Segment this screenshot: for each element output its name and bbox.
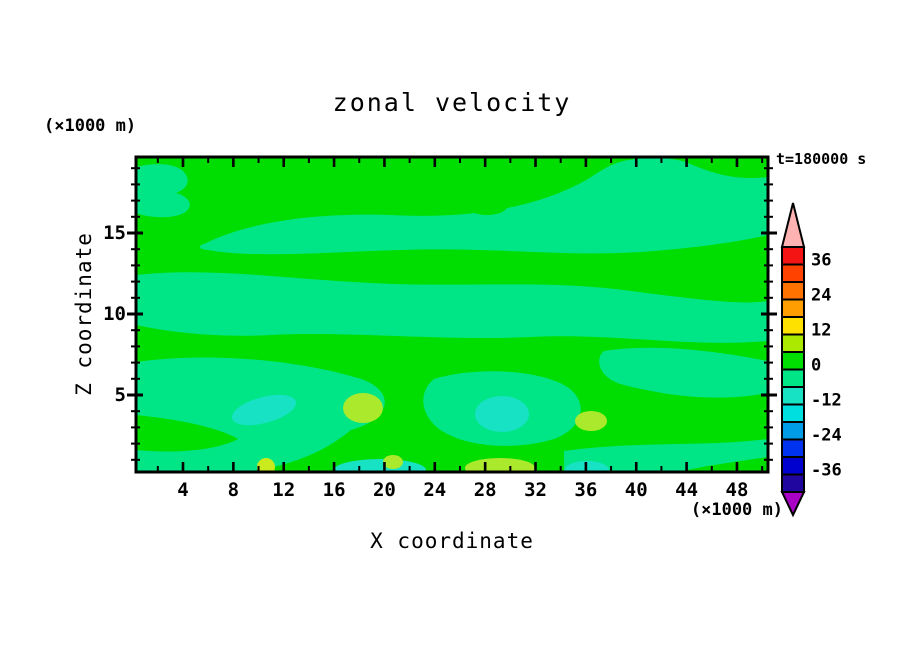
x-tick-label: 28	[474, 479, 497, 501]
time-annotation: t=180000 s	[776, 150, 867, 168]
colorbar-arrow-down	[780, 491, 806, 518]
colorbar-box	[781, 316, 805, 336]
colorbar-label: -36	[811, 461, 842, 481]
x-axis-title: X coordinate	[370, 529, 534, 553]
x-tick-label: 4	[177, 479, 188, 501]
colorbar-box	[781, 298, 805, 318]
colorbar-box	[781, 263, 805, 283]
colorbar-label: -24	[811, 426, 842, 446]
contour-field	[136, 157, 768, 472]
contour-blob	[334, 459, 426, 472]
x-tick-label: 16	[323, 479, 346, 501]
colorbar-box	[781, 421, 805, 441]
contour-blob	[136, 415, 238, 452]
colorbar-box	[781, 368, 805, 388]
contour-blob	[475, 396, 529, 432]
chart-title: zonal velocity	[332, 88, 572, 117]
x-tick-label: 12	[272, 479, 295, 501]
colorbar-box	[781, 456, 805, 476]
colorbar-label: -12	[811, 391, 842, 411]
contour-blob	[231, 394, 297, 426]
colorbar-label: 0	[811, 356, 821, 376]
colorbar-arrow-up	[780, 202, 806, 248]
contour-blob	[199, 158, 768, 255]
x-tick-label: 24	[423, 479, 446, 501]
contour-blob	[466, 195, 508, 215]
contour-blob	[564, 439, 768, 472]
colorbar-label: 12	[811, 321, 831, 341]
colorbar-box	[781, 333, 805, 353]
colorbar-box	[781, 281, 805, 301]
colorbar-box	[781, 351, 805, 371]
x-tick-label: 8	[228, 479, 239, 501]
contour-blob	[655, 218, 735, 228]
colorbar-box	[781, 386, 805, 406]
contour-blob	[465, 458, 535, 472]
x-tick-label: 20	[373, 479, 396, 501]
colorbar-label: 36	[811, 251, 831, 271]
y-tick-label: 15	[103, 222, 126, 244]
contour-blob	[136, 164, 190, 218]
y-axis-unit-label: (×1000 m)	[44, 116, 137, 136]
x-tick-label: 32	[524, 479, 547, 501]
colorbar-label: 24	[811, 286, 831, 306]
contour-blob	[575, 411, 607, 431]
x-tick-label: 48	[726, 479, 749, 501]
y-axis-title: Z coordinate	[72, 232, 96, 396]
contour-blob	[257, 458, 275, 472]
contour-blob	[136, 272, 768, 343]
contour-blob	[383, 455, 403, 469]
y-tick-label: 5	[115, 384, 126, 406]
x-tick-label: 36	[574, 479, 597, 501]
colorbar-box	[781, 246, 805, 266]
colorbar-box	[781, 473, 805, 493]
contour-blob	[599, 347, 768, 398]
x-tick-label: 40	[625, 479, 648, 501]
contour-blob	[343, 393, 383, 423]
x-axis-unit-label: (×1000 m)	[690, 500, 783, 520]
x-tick-label: 44	[675, 479, 698, 501]
y-tick-label: 10	[103, 303, 126, 325]
colorbar-box	[781, 438, 805, 458]
colorbar-box	[781, 403, 805, 423]
